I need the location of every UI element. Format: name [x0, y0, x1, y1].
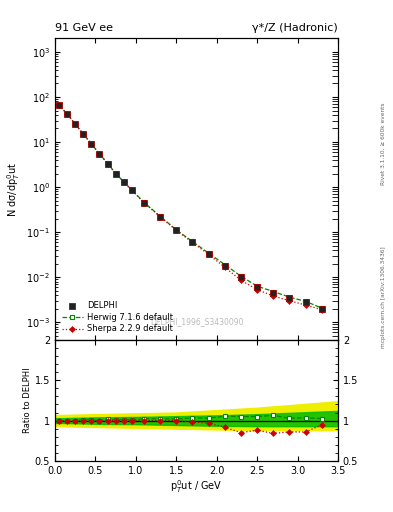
Text: mcplots.cern.ch [arXiv:1306.3436]: mcplots.cern.ch [arXiv:1306.3436]	[381, 246, 386, 348]
X-axis label: p$_T^0$ut / GeV: p$_T^0$ut / GeV	[170, 478, 223, 495]
Text: Rivet 3.1.10, ≥ 600k events: Rivet 3.1.10, ≥ 600k events	[381, 102, 386, 185]
Text: DELPHI_1996_S3430090: DELPHI_1996_S3430090	[150, 317, 243, 327]
Y-axis label: N dσ/dp$_T^0$ut: N dσ/dp$_T^0$ut	[5, 162, 22, 217]
Y-axis label: Ratio to DELPHI: Ratio to DELPHI	[23, 368, 32, 433]
Text: 91 GeV ee: 91 GeV ee	[55, 23, 113, 33]
Text: γ*/Z (Hadronic): γ*/Z (Hadronic)	[252, 23, 338, 33]
Legend: DELPHI, Herwig 7.1.6 default, Sherpa 2.2.9 default: DELPHI, Herwig 7.1.6 default, Sherpa 2.2…	[59, 299, 175, 336]
